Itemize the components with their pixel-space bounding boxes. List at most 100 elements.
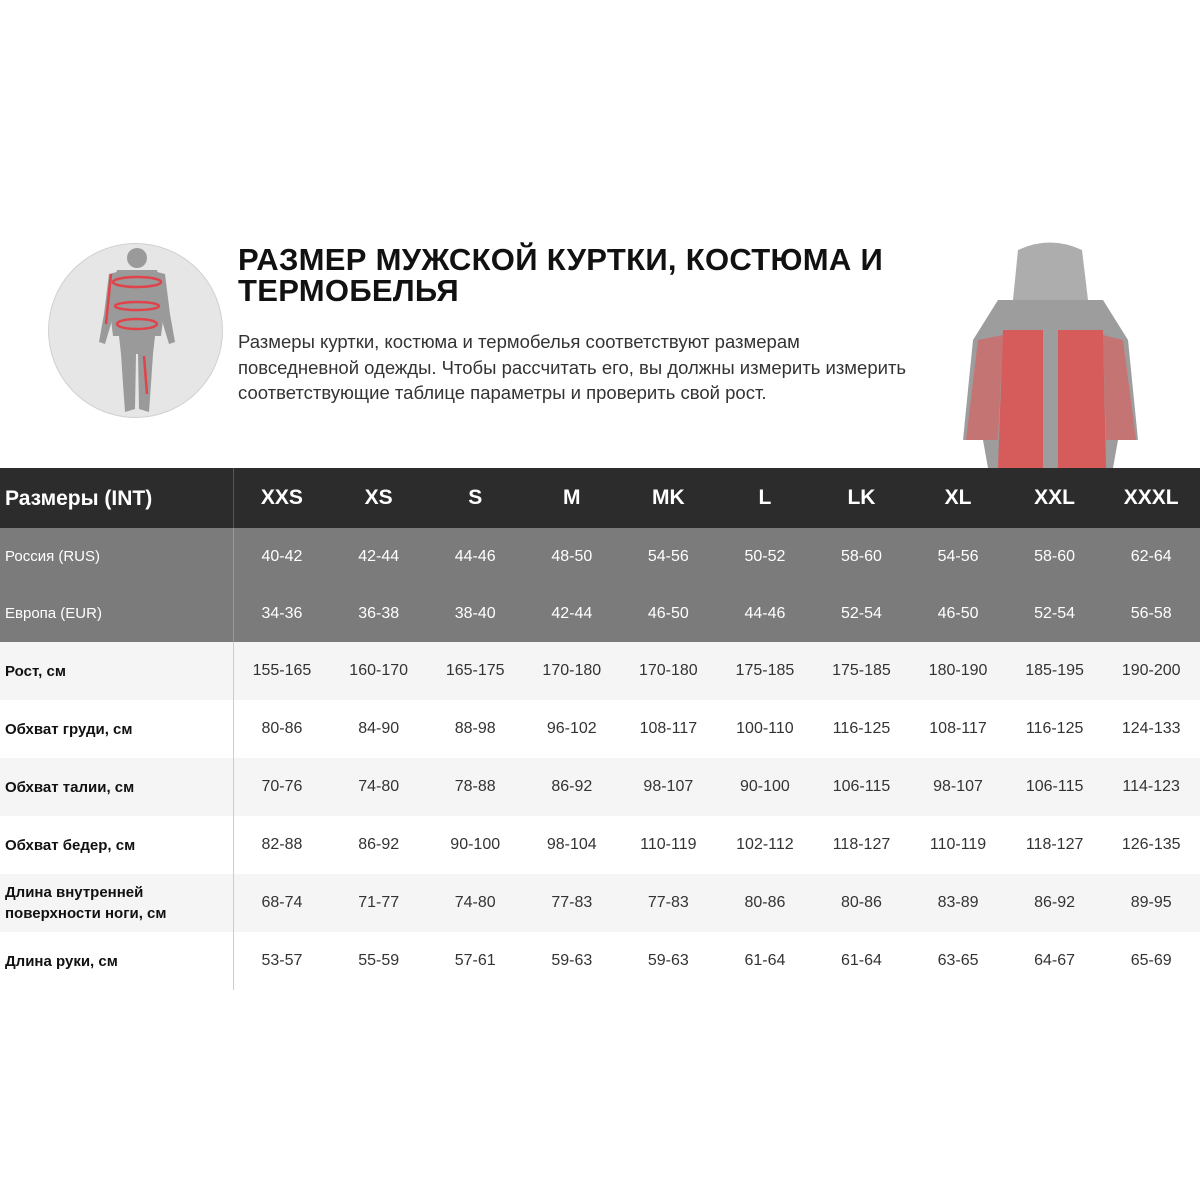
table-cell: 114-123 [1102,758,1200,816]
table-cell: 46-50 [909,585,1007,642]
table-cell: 46-50 [620,585,717,642]
row-label: Обхват бедер, см [0,816,234,874]
table-cell: 170-180 [523,642,621,700]
table-cell: 36-38 [330,585,427,642]
table-cell: 160-170 [330,642,427,700]
table-cell: 57-61 [426,932,524,990]
table-cell: 38-40 [426,585,524,642]
table-cell: 65-69 [1102,932,1200,990]
table-cell: 61-64 [716,932,814,990]
table-cell: 71-77 [330,874,427,932]
table-cell: 98-104 [523,816,621,874]
table-cell: 50-52 [716,528,814,585]
table-cell: 52-54 [1006,585,1103,642]
table-cell: 90-100 [426,816,524,874]
table-cell: 90-100 [716,758,814,816]
table-cell: 126-135 [1102,816,1200,874]
table-cell: 34-36 [233,585,331,642]
table-cell: 102-112 [716,816,814,874]
table-cell: 63-65 [909,932,1007,990]
table-cell: 118-127 [813,816,910,874]
page-title: РАЗМЕР МУЖСКОЙ КУРТКИ, КОСТЮМА И ТЕРМОБЕ… [238,242,884,308]
table-cell: 44-46 [426,528,524,585]
size-header: XXL [1006,468,1103,528]
row-label: Россия (RUS) [0,528,234,585]
table-cell: 185-195 [1006,642,1103,700]
table-cell: 83-89 [909,874,1007,932]
table-cell: 62-64 [1102,528,1200,585]
table-cell: 165-175 [426,642,524,700]
row-label: Обхват груди, см [0,700,234,758]
table-cell: 88-98 [426,700,524,758]
table-cell: 52-54 [813,585,910,642]
table-cell: 98-107 [909,758,1007,816]
table-cell: 80-86 [813,874,910,932]
size-header-row: Размеры (INT) XXS XS S M MK L LK XL XXL … [0,468,1200,528]
table-cell: 116-125 [813,700,910,758]
table-cell: 40-42 [233,528,331,585]
table-row: Рост, см 155-165 160-170 165-175 170-180 170-… [0,642,1200,700]
page-description: Размеры куртки, костюма и термобелья соо… [238,331,907,403]
table-row: Обхват бедер, см 82-88 86-92 90-100 98-104 11… [0,816,1200,874]
row-label: Длина внутренней поверхности ноги, см [0,874,234,932]
table-cell: 53-57 [233,932,331,990]
table-cell: 59-63 [620,932,717,990]
table-cell: 86-92 [330,816,427,874]
table-row: Длина внутренней поверхности ноги, см 68-… [0,874,1200,932]
table-cell: 55-59 [330,932,427,990]
table-cell: 116-125 [1006,700,1103,758]
size-header: XS [330,468,427,528]
table-cell: 170-180 [620,642,717,700]
table-row: Обхват талии, см 70-76 74-80 78-88 86-92 98-1… [0,758,1200,816]
table-cell: 106-115 [813,758,910,816]
table-cell: 118-127 [1006,816,1103,874]
size-header: XL [909,468,1007,528]
table-cell: 54-56 [909,528,1007,585]
table-cell: 77-83 [523,874,621,932]
row-label: Длина руки, см [0,932,234,990]
size-header: XXXL [1102,468,1200,528]
table-cell: 86-92 [1006,874,1103,932]
table-cell: 106-115 [1006,758,1103,816]
table-row: Европа (EUR) 34-36 36-38 38-40 42-44 46-50 44-… [0,585,1200,642]
size-header: S [426,468,524,528]
row-label: Европа (EUR) [0,585,234,642]
size-header: MK [620,468,717,528]
table-cell: 190-200 [1102,642,1200,700]
body-measurement-figure [48,243,223,418]
table-cell: 96-102 [523,700,621,758]
row-label: Обхват талии, см [0,758,234,816]
table-cell: 100-110 [716,700,814,758]
table-cell: 42-44 [523,585,621,642]
size-header: M [523,468,621,528]
table-cell: 77-83 [620,874,717,932]
table-cell: 110-119 [620,816,717,874]
table-cell: 78-88 [426,758,524,816]
table-cell: 56-58 [1102,585,1200,642]
table-cell: 74-80 [330,758,427,816]
table-cell: 155-165 [233,642,331,700]
table-row: Длина руки, см 53-57 55-59 57-61 59-63 59-63 6… [0,932,1200,990]
table-cell: 48-50 [523,528,621,585]
table-cell: 80-86 [716,874,814,932]
table-cell: 108-117 [620,700,717,758]
table-cell: 89-95 [1102,874,1200,932]
table-cell: 61-64 [813,932,910,990]
table-cell: 74-80 [426,874,524,932]
table-cell: 58-60 [1006,528,1103,585]
table-cell: 108-117 [909,700,1007,758]
table-cell: 58-60 [813,528,910,585]
corner-label: Размеры (INT) [0,468,234,528]
table-cell: 68-74 [233,874,331,932]
table-cell: 54-56 [620,528,717,585]
table-cell: 110-119 [909,816,1007,874]
table-cell: 82-88 [233,816,331,874]
table-cell: 59-63 [523,932,621,990]
table-cell: 42-44 [330,528,427,585]
table-cell: 70-76 [233,758,331,816]
size-table: Размеры (INT) XXS XS S M MK L LK XL XXL … [0,468,1200,990]
table-cell: 98-107 [620,758,717,816]
jacket-image [958,240,1143,468]
table-cell: 44-46 [716,585,814,642]
size-header: LK [813,468,910,528]
